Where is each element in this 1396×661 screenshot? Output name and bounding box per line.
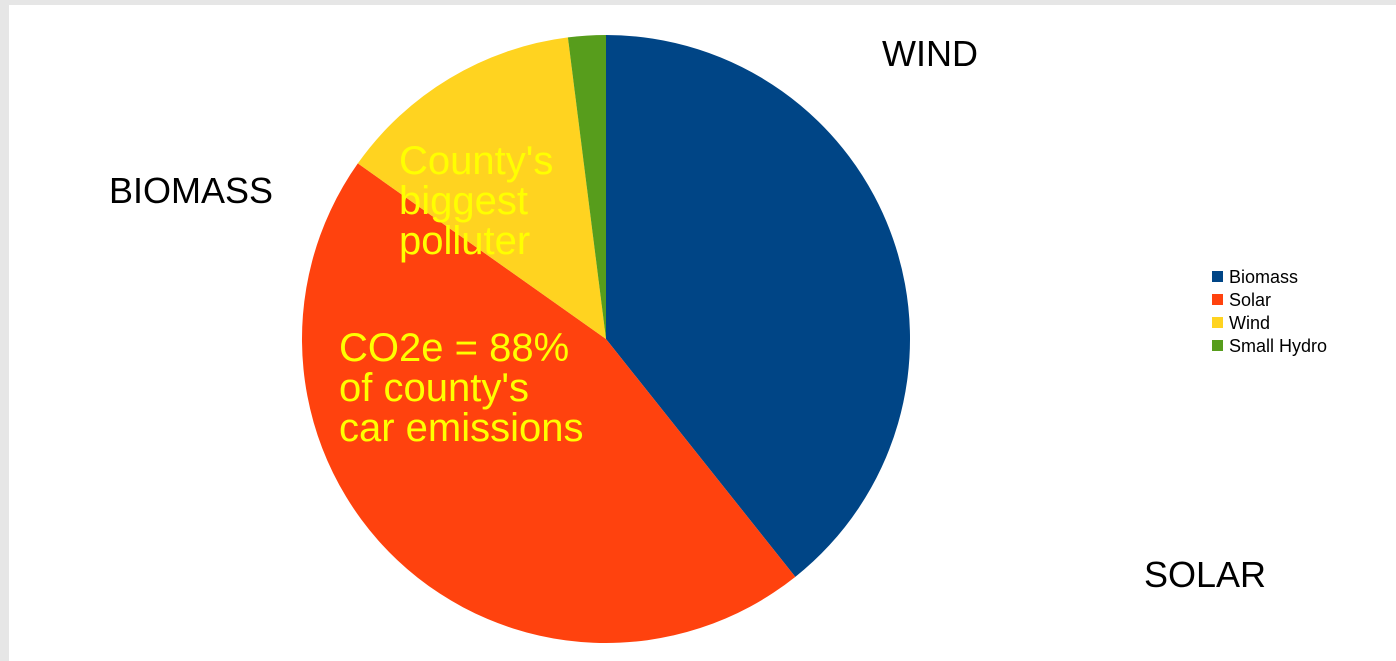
legend: Biomass Solar Wind Small Hydro <box>1212 265 1327 357</box>
annotation-biggest-polluter: County's biggest polluter <box>399 139 554 263</box>
legend-item-solar: Solar <box>1212 288 1327 311</box>
biomass-label: BIOMASS <box>109 170 274 211</box>
wind-label: WIND <box>882 33 978 74</box>
chart-area: WIND BIOMASS SOLAR County's biggest poll… <box>9 5 1396 661</box>
annotation-co2e: CO2e = 88% of county's car emissions <box>339 326 584 450</box>
legend-swatch <box>1212 271 1223 282</box>
legend-label: Solar <box>1229 289 1272 310</box>
legend-swatch <box>1212 294 1223 305</box>
legend-label: Small Hydro <box>1229 335 1328 356</box>
pie-slice-solar <box>301 163 796 644</box>
pie-slice-biomass <box>606 35 911 577</box>
solar-label: SOLAR <box>1144 554 1267 595</box>
legend-item-biomass: Biomass <box>1212 265 1327 288</box>
legend-swatch <box>1212 317 1223 328</box>
legend-swatch <box>1212 340 1223 351</box>
legend-label: Wind <box>1229 312 1271 333</box>
pie-chart <box>301 35 911 644</box>
pie-slice-wind <box>357 37 606 340</box>
legend-item-wind: Wind <box>1212 311 1327 334</box>
pie-slice-small-hydro <box>567 35 606 339</box>
legend-label: Biomass <box>1229 266 1299 287</box>
legend-item-small-hydro: Small Hydro <box>1212 334 1327 357</box>
